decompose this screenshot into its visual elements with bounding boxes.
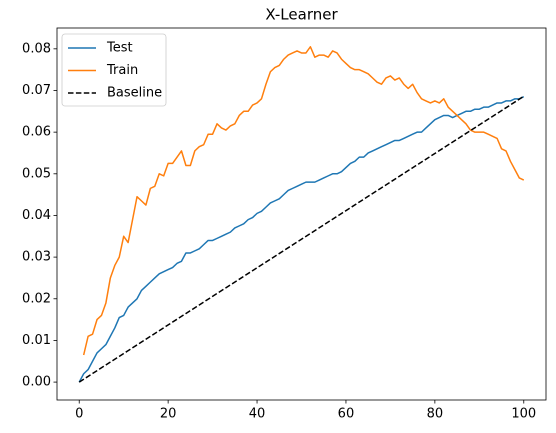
series-line <box>78 96 525 383</box>
x-tick-label: 20 <box>160 407 177 422</box>
y-tick-label: 0.08 <box>22 41 51 56</box>
chart-title: X-Learner <box>265 6 338 24</box>
legend-label: Test <box>106 41 133 56</box>
axes-frame <box>56 27 547 401</box>
y-tick-label: 0.07 <box>22 83 51 98</box>
series-line <box>78 95 525 383</box>
y-tick-label: 0.02 <box>22 291 51 306</box>
legend-box <box>61 33 167 107</box>
y-tick-label: 0.03 <box>22 250 51 265</box>
y-tick-label: 0.04 <box>22 208 51 223</box>
x-tick-label: 80 <box>427 407 444 422</box>
y-tick-label: 0.06 <box>22 125 51 140</box>
x-tick-label: 40 <box>249 407 266 422</box>
legend-label: Train <box>106 63 138 78</box>
y-tick-label: 0.05 <box>22 166 51 181</box>
series-line <box>82 46 525 356</box>
y-tick-label: 0.01 <box>22 333 51 348</box>
y-tick-label: 0.00 <box>22 375 51 390</box>
x-tick-label: 60 <box>338 407 355 422</box>
x-tick-label: 0 <box>75 407 83 422</box>
legend-label: Baseline <box>107 86 162 101</box>
x-tick-label: 100 <box>511 407 536 422</box>
